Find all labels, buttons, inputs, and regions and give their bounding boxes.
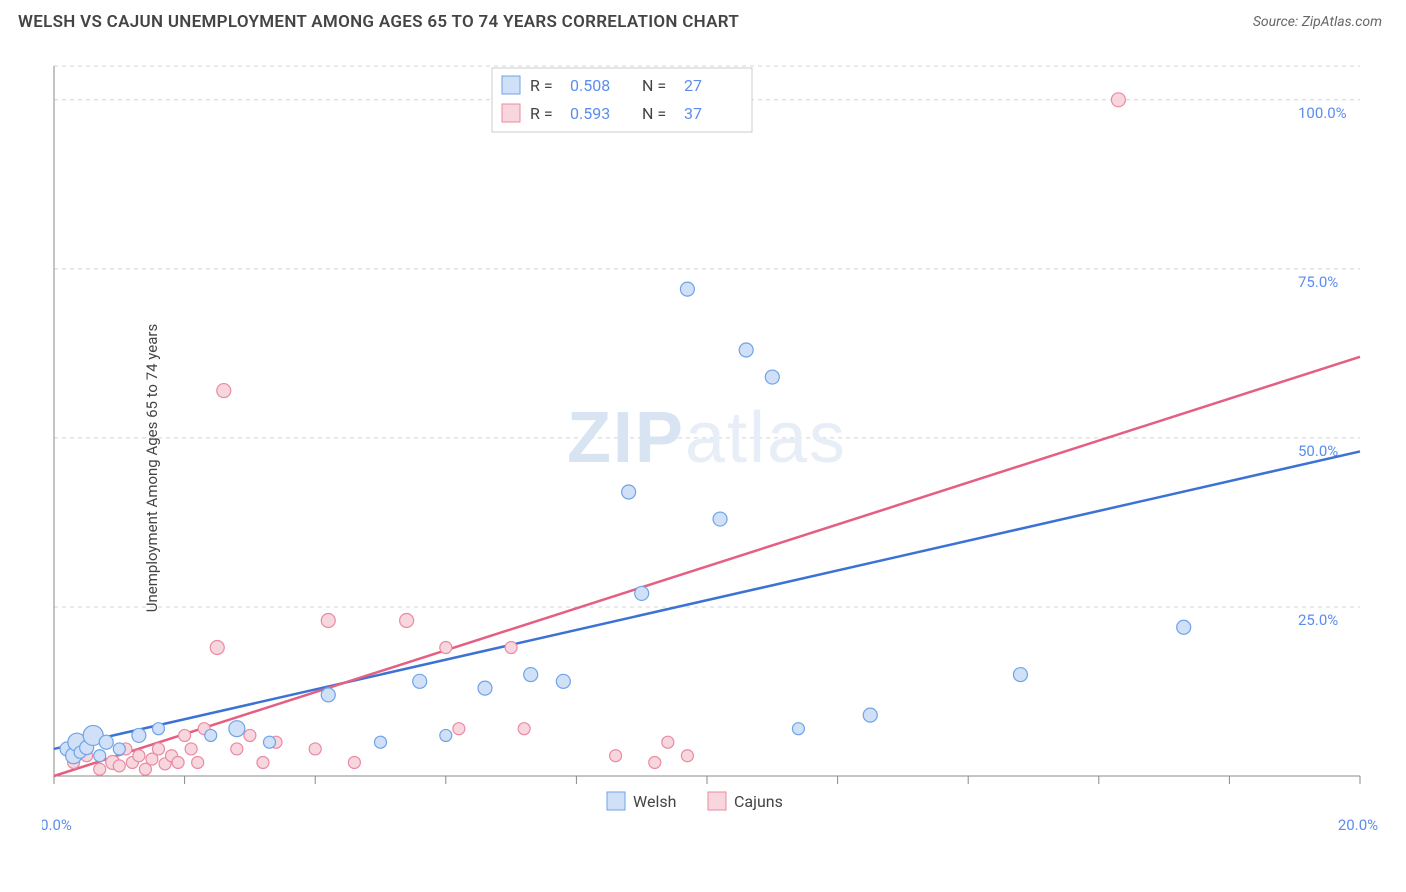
- data-point-cajuns: [681, 750, 693, 762]
- x-tick-label: 0.0%: [42, 816, 72, 834]
- chart-title: WELSH VS CAJUN UNEMPLOYMENT AMONG AGES 6…: [18, 12, 739, 32]
- legend-swatch-welsh: [502, 76, 520, 94]
- data-point-cajuns: [179, 729, 191, 741]
- data-point-cajuns: [453, 723, 465, 735]
- y-tick-label: 100.0%: [1298, 104, 1347, 122]
- data-point-cajuns: [172, 756, 184, 768]
- data-point-welsh: [113, 743, 125, 755]
- data-point-welsh: [739, 343, 753, 357]
- chart-area: Unemployment Among Ages 65 to 74 years Z…: [0, 44, 1406, 892]
- data-point-cajuns: [610, 750, 622, 762]
- data-point-welsh: [229, 721, 245, 737]
- data-point-cajuns: [649, 756, 661, 768]
- data-point-cajuns: [505, 642, 517, 654]
- data-point-cajuns: [217, 384, 231, 398]
- source-attribution: Source: ZipAtlas.com: [1253, 14, 1382, 30]
- data-point-cajuns: [257, 756, 269, 768]
- watermark: ZIPatlas: [567, 398, 847, 478]
- bottom-legend-swatch-cajuns: [708, 792, 726, 810]
- data-point-cajuns: [113, 760, 125, 772]
- bottom-legend-swatch-welsh: [607, 792, 625, 810]
- data-point-cajuns: [192, 756, 204, 768]
- legend-n-value-welsh: 27: [684, 76, 702, 95]
- data-point-cajuns: [152, 743, 164, 755]
- data-point-welsh: [792, 723, 804, 735]
- data-point-welsh: [765, 370, 779, 384]
- data-point-cajuns: [210, 641, 224, 655]
- data-point-welsh: [478, 681, 492, 695]
- data-point-welsh: [1013, 668, 1027, 682]
- data-point-welsh: [713, 512, 727, 526]
- data-point-cajuns: [185, 743, 197, 755]
- data-point-cajuns: [94, 763, 106, 775]
- data-point-cajuns: [309, 743, 321, 755]
- legend-r-label: R =: [530, 76, 553, 95]
- data-point-cajuns: [133, 750, 145, 762]
- legend-r-value-welsh: 0.508: [570, 76, 610, 95]
- bottom-legend-label-cajuns: Cajuns: [734, 792, 783, 811]
- legend-n-value-cajuns: 37: [684, 104, 702, 123]
- data-point-welsh: [863, 708, 877, 722]
- legend-n-label: N =: [642, 76, 666, 95]
- data-point-cajuns: [400, 613, 414, 627]
- data-point-welsh: [556, 674, 570, 688]
- legend-n-label: N =: [642, 104, 666, 123]
- data-point-welsh: [152, 723, 164, 735]
- bottom-legend-label-welsh: Welsh: [633, 792, 676, 811]
- data-point-welsh: [622, 485, 636, 499]
- data-point-welsh: [321, 688, 335, 702]
- x-tick-label: 20.0%: [1338, 816, 1378, 834]
- data-point-welsh: [680, 282, 694, 296]
- legend-r-label: R =: [530, 104, 553, 123]
- data-point-cajuns: [518, 723, 530, 735]
- chart-header: WELSH VS CAJUN UNEMPLOYMENT AMONG AGES 6…: [0, 0, 1406, 40]
- data-point-cajuns: [231, 743, 243, 755]
- data-point-welsh: [635, 586, 649, 600]
- data-point-welsh: [440, 729, 452, 741]
- data-point-cajuns: [244, 729, 256, 741]
- data-point-welsh: [94, 750, 106, 762]
- data-point-welsh: [524, 668, 538, 682]
- data-point-welsh: [375, 736, 387, 748]
- data-point-cajuns: [348, 756, 360, 768]
- data-point-cajuns: [1111, 93, 1125, 107]
- y-tick-label: 75.0%: [1298, 273, 1338, 291]
- data-point-welsh: [263, 736, 275, 748]
- data-point-cajuns: [440, 642, 452, 654]
- legend-swatch-cajuns: [502, 104, 520, 122]
- y-tick-label: 25.0%: [1298, 611, 1338, 629]
- data-point-welsh: [205, 729, 217, 741]
- data-point-welsh: [1177, 620, 1191, 634]
- trend-line-welsh: [54, 451, 1360, 749]
- data-point-cajuns: [662, 736, 674, 748]
- data-point-welsh: [413, 674, 427, 688]
- scatter-plot: ZIPatlas0.0%20.0%25.0%50.0%75.0%100.0%R …: [42, 54, 1382, 844]
- data-point-welsh: [99, 735, 113, 749]
- data-point-cajuns: [321, 613, 335, 627]
- legend-r-value-cajuns: 0.593: [570, 104, 610, 123]
- data-point-welsh: [132, 728, 146, 742]
